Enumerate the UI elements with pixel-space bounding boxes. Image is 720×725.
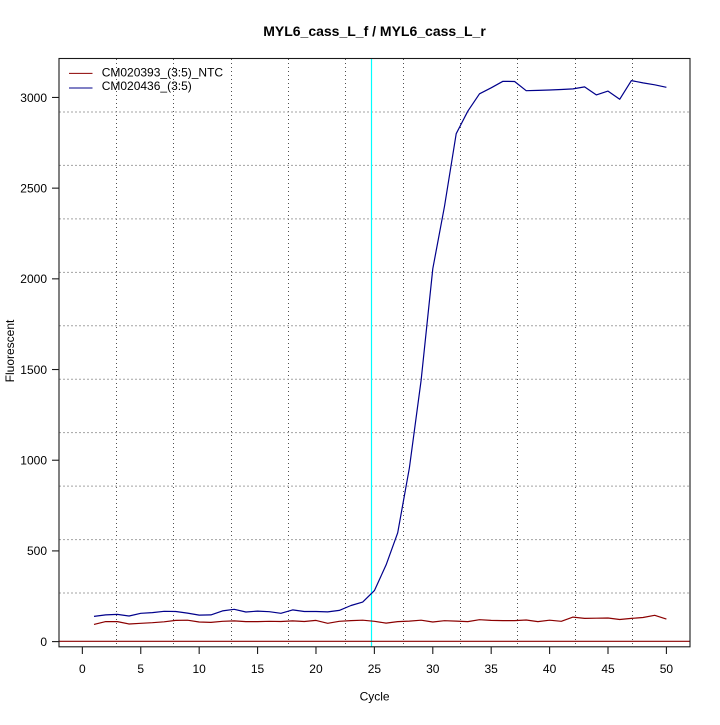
svg-text:35: 35 [485,662,499,676]
svg-text:20: 20 [309,662,323,676]
svg-text:500: 500 [27,544,47,558]
svg-text:25: 25 [368,662,382,676]
svg-text:50: 50 [660,662,674,676]
svg-text:Fluorescent: Fluorescent [3,319,17,382]
svg-text:2500: 2500 [20,181,47,195]
svg-text:5: 5 [137,662,144,676]
svg-text:15: 15 [251,662,265,676]
svg-text:40: 40 [543,662,557,676]
svg-text:30: 30 [426,662,440,676]
svg-text:0: 0 [40,635,47,649]
svg-text:0: 0 [79,662,86,676]
svg-text:CM020436_(3:5): CM020436_(3:5) [102,79,192,93]
svg-text:2000: 2000 [20,272,47,286]
svg-text:3000: 3000 [20,91,47,105]
svg-text:MYL6_cass_L_f / MYL6_cass_L_r: MYL6_cass_L_f / MYL6_cass_L_r [263,23,486,39]
svg-text:CM020393_(3:5)_NTC: CM020393_(3:5)_NTC [102,66,224,80]
svg-text:1500: 1500 [20,363,47,377]
svg-text:45: 45 [601,662,615,676]
svg-text:1000: 1000 [20,454,47,468]
svg-text:Cycle: Cycle [360,690,390,704]
svg-text:10: 10 [192,662,206,676]
